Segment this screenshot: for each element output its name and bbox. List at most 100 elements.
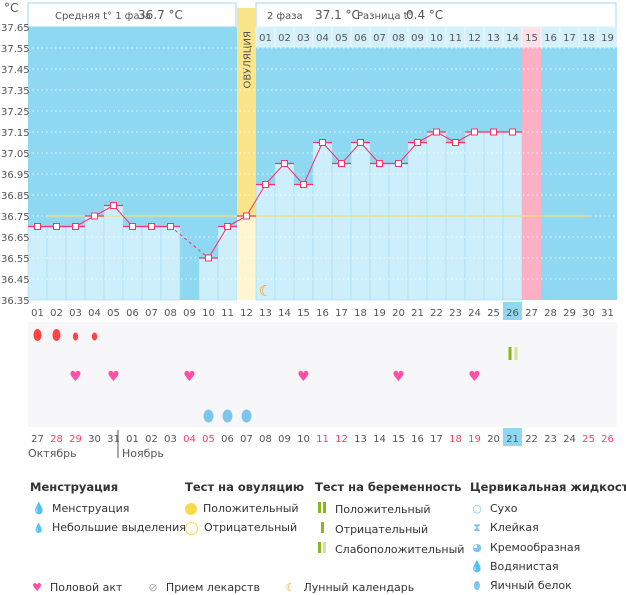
temperature-point [91, 212, 98, 220]
calendar-date-label: 23 [544, 434, 557, 445]
moon-icon: ☾ [259, 282, 272, 300]
calendar-date-label: 24 [563, 434, 576, 445]
menstruation-drop-icon: ⬮ [91, 332, 97, 343]
bar-day-18 [350, 142, 371, 301]
phase2-day-label: 10 [430, 33, 443, 44]
temperature-point [167, 223, 174, 230]
temperature-point [34, 223, 41, 230]
cycle-day-label: 22 [430, 308, 443, 319]
watery-icon: 💧 [470, 560, 484, 573]
bar-day-23 [445, 142, 466, 301]
temperature-segment [303, 142, 323, 185]
temperature-point [357, 139, 364, 146]
calendar-date-label: 08 [259, 434, 272, 445]
phase2-box [255, 2, 617, 28]
bar-day-16 [312, 142, 333, 301]
egg-white-icon: ⬮ [473, 579, 481, 592]
calendar-date-label: 02 [145, 434, 158, 445]
legend-bottom: ♥ Половой акт ⊘ Прием лекарств ☾ Лунный кал… [30, 581, 414, 594]
symbols-area [28, 322, 617, 427]
cycle-day-label: 29 [563, 308, 576, 319]
faint-lines-icon [315, 542, 329, 556]
phase2-day-label: 06 [354, 33, 367, 44]
temperature-point [414, 139, 421, 146]
ovulation-label: ОВУЛЯЦИЯ [243, 31, 254, 89]
y-tick-label: 37.45 [1, 65, 30, 76]
cycle-day-label: 23 [449, 308, 462, 319]
cycle-day-label: 28 [544, 308, 557, 319]
calendar-date-label: 04 [183, 434, 196, 445]
current-day-highlight [503, 302, 522, 320]
cycle-day-label: 17 [335, 308, 348, 319]
temperature-point [452, 139, 459, 146]
unit-label: °C [4, 1, 18, 15]
bar-day-6 [122, 226, 143, 301]
cycle-day-label: 09 [183, 308, 196, 319]
temperature-point [129, 223, 136, 230]
bar-day-5 [103, 205, 124, 301]
heart-icon: ♥ [297, 369, 310, 385]
calendar-date-label: 14 [373, 434, 386, 445]
legend-cervical-fluid: Цервикальная жидкость ○ Сухо ⧗ Клейкая ◕ Кр… [470, 480, 626, 592]
calendar-date-label: 15 [392, 434, 405, 445]
sticky-icon: ⧗ [473, 521, 481, 534]
month-label: Октябрь [28, 447, 77, 460]
phase1-label: Средняя t° 1 фаза [55, 11, 151, 22]
cycle-day-label: 24 [468, 308, 481, 319]
calendar-date-label: 30 [88, 434, 101, 445]
cycle-day-label: 25 [487, 308, 500, 319]
phase2-day-label: 09 [411, 33, 424, 44]
month-label: Ноябрь [122, 447, 164, 460]
y-tick-label: 36.55 [1, 254, 30, 265]
temperature-point [281, 160, 288, 167]
bar-day-7 [141, 226, 162, 301]
temperature-segment [208, 226, 228, 259]
heart-icon: ♥ [107, 369, 120, 385]
bar-day-2 [46, 226, 67, 301]
legend-pregnancy-test: Тест на беременность Положительный Отриц… [315, 480, 465, 556]
calendar-date-label: 07 [240, 434, 253, 445]
one-line-icon [315, 522, 329, 536]
cycle-day-label: 11 [221, 308, 234, 319]
pill-icon: ⊘ [148, 581, 158, 594]
phase2-day-cell [597, 26, 618, 48]
bar-day-12 [237, 216, 256, 300]
calendar-date-label: 18 [449, 434, 462, 445]
cycle-day-label: 15 [297, 308, 310, 319]
calendar-date-label: 20 [487, 434, 500, 445]
phase2-day-label: 07 [373, 33, 386, 44]
cycle-day-label: 06 [126, 308, 139, 319]
today-highlight [503, 428, 522, 446]
phase2-day-label: 05 [335, 33, 348, 44]
y-tick-label: 36.85 [1, 191, 30, 202]
expected-period-column [522, 27, 541, 300]
diff-value: 0.4 °C [406, 8, 443, 22]
phase2-day-label: 16 [544, 33, 557, 44]
calendar-date-label: 16 [411, 434, 424, 445]
cycle-day-label: 16 [316, 308, 329, 319]
calendar-date-label: 28 [50, 434, 63, 445]
heart-icon: ♥ [69, 369, 82, 385]
bar-day-17 [331, 163, 352, 301]
calendar-date-label: 09 [278, 434, 291, 445]
phase2-day-label: 01 [259, 33, 272, 44]
bar-day-15 [293, 184, 314, 301]
phase2-day-label: 13 [487, 33, 500, 44]
temperature-gap-segment [170, 226, 209, 259]
temperature-point [148, 223, 155, 230]
phase2-day-label: 04 [316, 33, 329, 44]
temperature-point [319, 139, 326, 146]
egg-white-icon [241, 409, 252, 423]
menstruation-drop-icon: ⬮ [33, 326, 42, 344]
temperature-point [243, 212, 250, 220]
moon-icon: ☾ [285, 581, 296, 594]
phase2-day-label: 18 [582, 33, 595, 44]
creamy-icon: ◕ [472, 541, 482, 554]
calendar-date-label: 22 [525, 434, 538, 445]
y-tick-label: 36.75 [1, 212, 30, 223]
calendar-date-label: 17 [430, 434, 443, 445]
pregnancy-test-line-icon [508, 347, 512, 360]
phase2-day-label: 03 [297, 33, 310, 44]
y-tick-label: 36.95 [1, 170, 30, 181]
